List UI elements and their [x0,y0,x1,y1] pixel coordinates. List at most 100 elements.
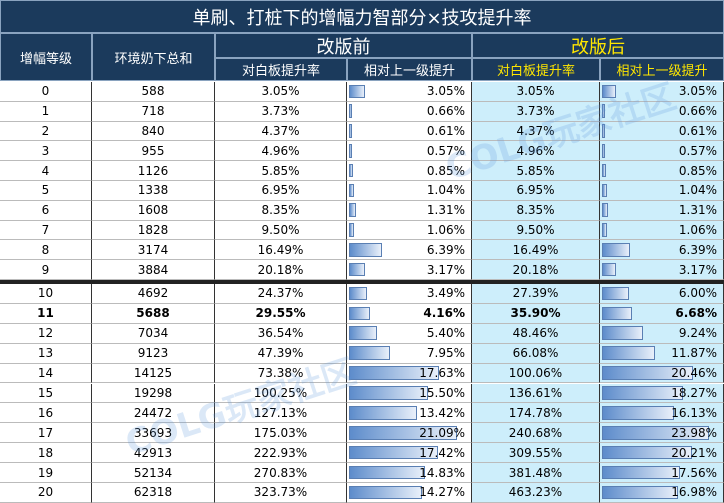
rate-cell: 3.73% [472,101,600,122]
level-cell: 6 [0,200,92,221]
rate-cell: 24.37% [215,284,347,304]
rate-cell: 9.50% [472,220,600,241]
data-bar [349,223,355,237]
data-bar [602,326,644,341]
increase-cell: 0.61% [347,121,472,142]
data-bar [602,124,605,138]
rate-cell: 381.48% [472,463,600,483]
increase-label: 0.61% [426,123,465,138]
increase-label: 0.57% [678,143,717,158]
increase-label: 16.13% [671,405,717,420]
increase-label: 13.42% [419,405,465,420]
total-cell: 840 [92,121,215,142]
total-cell: 1126 [92,161,215,181]
sub-header: 对白板提升率 [215,58,347,81]
increase-label: 17.42% [419,445,465,460]
data-bar [602,465,681,480]
increase-cell: 16.98% [600,483,724,503]
rate-cell: 4.37% [472,121,600,142]
level-cell: 0 [0,82,92,102]
increase-label: 4.16% [423,306,465,321]
rate-cell: 6.95% [215,181,347,201]
rate-cell: 240.68% [472,423,600,444]
increase-cell: 5.40% [347,323,472,344]
increase-cell: 1.04% [347,181,472,201]
increase-cell: 0.57% [600,141,724,162]
increase-label: 1.31% [426,203,465,218]
rate-cell: 175.03% [215,423,347,444]
data-bar [349,465,425,480]
increase-label: 20.46% [671,366,717,381]
level-cell: 4 [0,161,92,181]
level-cell: 9 [0,260,92,280]
increase-cell: 3.49% [347,284,472,304]
total-cell: 9123 [92,343,215,364]
total-cell: 14125 [92,363,215,384]
total-cell: 42913 [92,443,215,464]
increase-cell: 0.61% [600,121,724,142]
increase-cell: 20.21% [600,443,724,464]
level-cell: 2 [0,121,92,142]
data-bar [602,84,616,99]
rate-cell: 48.46% [472,323,600,344]
total-cell: 19298 [92,383,215,404]
rate-cell: 8.35% [215,200,347,221]
data-bar [602,104,605,118]
increase-cell: 21.09% [347,423,472,444]
data-bar [602,203,608,217]
increase-label: 1.04% [426,183,465,198]
increase-label: 1.06% [678,222,717,237]
level-cell: 18 [0,443,92,464]
increase-label: 9.24% [678,326,717,341]
increase-label: 3.05% [426,84,465,99]
increase-label: 14.83% [419,465,465,480]
rate-cell: 20.18% [472,260,600,280]
data-bar [602,366,693,380]
rate-cell: 3.05% [472,82,600,102]
rate-cell: 27.39% [472,284,600,304]
increase-cell: 0.85% [347,161,472,181]
rate-cell: 136.61% [472,383,600,404]
title: 单刷、打桩下的增幅力智部分×技攻提升率 [0,0,724,33]
rate-cell: 20.18% [215,260,347,280]
increase-cell: 15.50% [347,383,472,404]
sub-header: 相对上一级提升 [600,58,724,81]
data-bar [349,445,438,460]
increase-label: 0.66% [678,104,717,119]
level-cell: 11 [0,303,92,324]
rate-cell: 6.95% [472,181,600,201]
increase-cell: 6.68% [600,303,724,324]
data-bar [602,425,709,440]
header-before: 改版前 [215,33,472,58]
increase-cell: 6.00% [600,284,724,304]
total-cell: 1828 [92,220,215,241]
increase-label: 5.40% [426,326,465,341]
level-cell: 8 [0,240,92,261]
increase-cell: 0.66% [347,101,472,122]
rate-cell: 5.85% [215,161,347,181]
data-bar [602,223,607,237]
rate-cell: 16.49% [472,240,600,261]
data-bar [602,163,606,178]
data-bar [602,445,692,460]
increase-label: 6.39% [678,242,717,257]
increase-label: 1.04% [678,183,717,198]
increase-label: 6.68% [675,306,717,321]
total-cell: 1338 [92,181,215,201]
increase-label: 3.17% [678,262,717,277]
increase-cell: 1.04% [600,181,724,201]
data-bar [602,406,674,420]
increase-cell: 14.83% [347,463,472,483]
data-bar [349,144,352,158]
increase-label: 17.63% [419,366,465,381]
rate-cell: 270.83% [215,463,347,483]
increase-label: 14.27% [419,485,465,500]
data-bar [349,406,418,420]
level-cell: 15 [0,383,92,404]
increase-cell: 9.24% [600,323,724,344]
increase-label: 17.56% [671,465,717,480]
total-cell: 5688 [92,303,215,324]
rate-cell: 3.05% [215,82,347,102]
increase-cell: 17.56% [600,463,724,483]
rate-cell: 222.93% [215,443,347,464]
